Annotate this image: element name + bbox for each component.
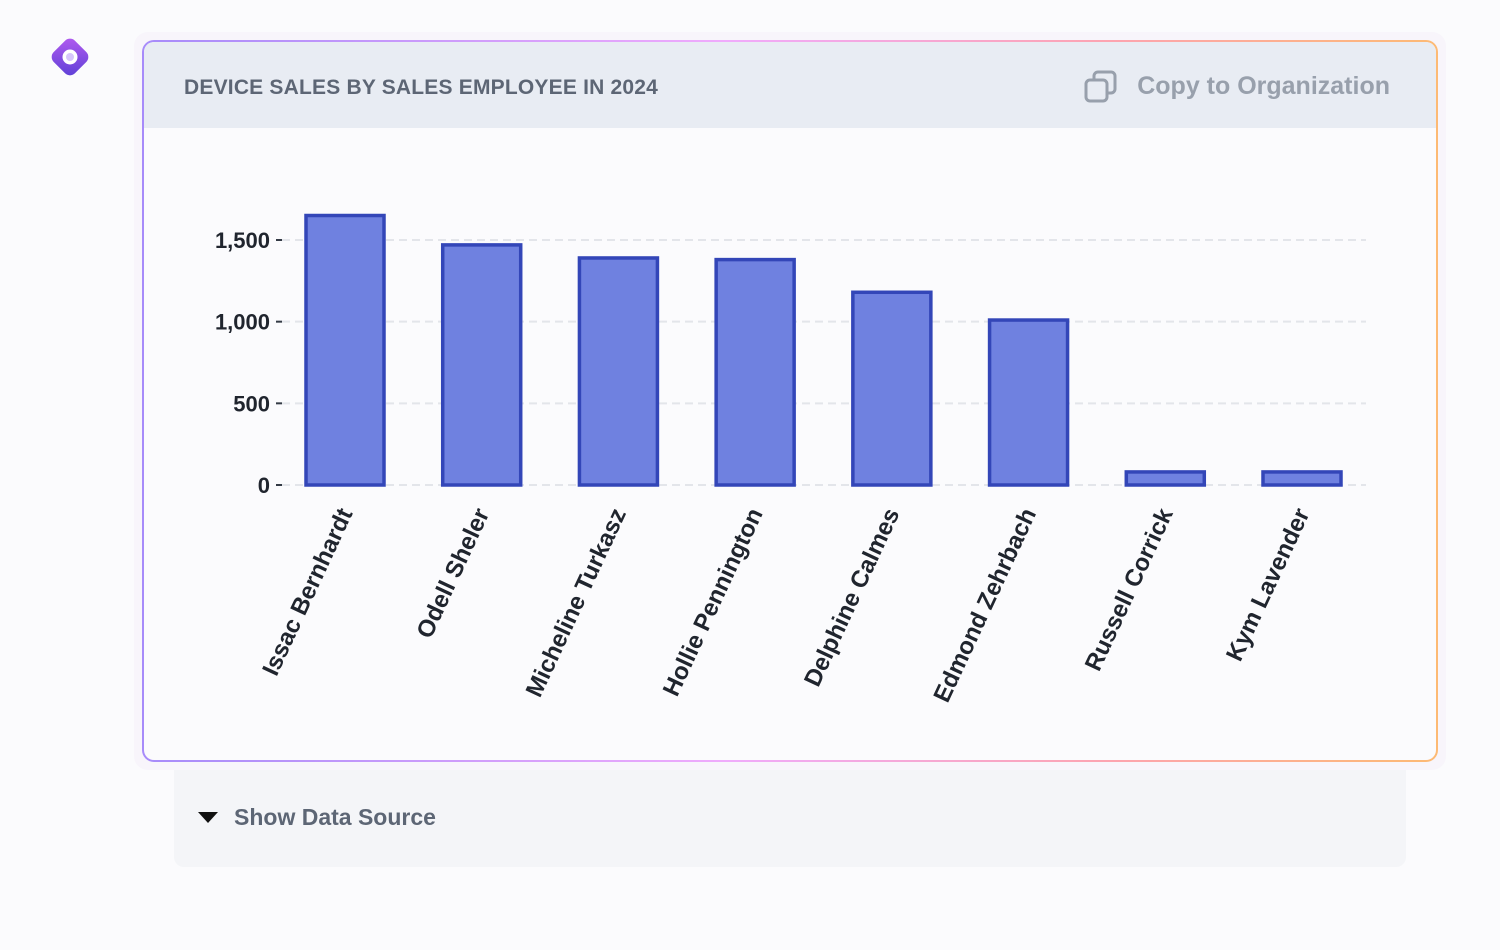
app-logo-icon[interactable]	[46, 33, 94, 81]
y-tick-label: 500	[233, 391, 270, 416]
x-tick-label: Russell Corrick	[1080, 504, 1179, 676]
card-header: DEVICE SALES BY SALES EMPLOYEE IN 2024 C…	[144, 42, 1436, 128]
caret-down-icon	[198, 812, 218, 823]
bar	[304, 213, 386, 487]
y-tick-label: 1,000	[215, 310, 270, 335]
chart-card: DEVICE SALES BY SALES EMPLOYEE IN 2024 C…	[142, 40, 1438, 762]
chart-title: DEVICE SALES BY SALES EMPLOYEE IN 2024	[184, 76, 659, 99]
x-tick-label: Delphine Calmes	[799, 504, 905, 691]
copy-icon	[1084, 70, 1117, 103]
x-tick-label: Edmond Zehrbach	[928, 504, 1042, 706]
bar	[714, 257, 796, 487]
data-source-panel: Show Data Source	[174, 770, 1406, 867]
bar	[851, 290, 933, 487]
show-data-source-label: Show Data Source	[234, 804, 436, 830]
y-tick-label: 0	[258, 473, 270, 498]
x-tick-label: Micheline Turkasz	[521, 504, 632, 701]
x-tick-label: Issac Bernhardt	[257, 504, 358, 680]
x-tick-label: Kym Lavender	[1221, 504, 1315, 665]
copy-to-organization-label: Copy to Organization	[1137, 71, 1390, 100]
bar	[1124, 470, 1207, 487]
x-tick-label: Odell Sheler	[411, 504, 495, 642]
show-data-source-toggle[interactable]: Show Data Source	[198, 804, 436, 831]
bar	[577, 256, 660, 487]
bar	[440, 243, 523, 487]
bar-chart: 0 500 1,000 1,500 Issac Bernhardt Odell Shel…	[215, 213, 1366, 706]
bar	[987, 318, 1070, 487]
copy-to-organization-button[interactable]: Copy to Organization	[1083, 66, 1390, 106]
y-tick-label: 1,500	[215, 228, 270, 253]
bar	[1261, 470, 1343, 487]
x-tick-label: Hollie Pennington	[658, 504, 769, 700]
